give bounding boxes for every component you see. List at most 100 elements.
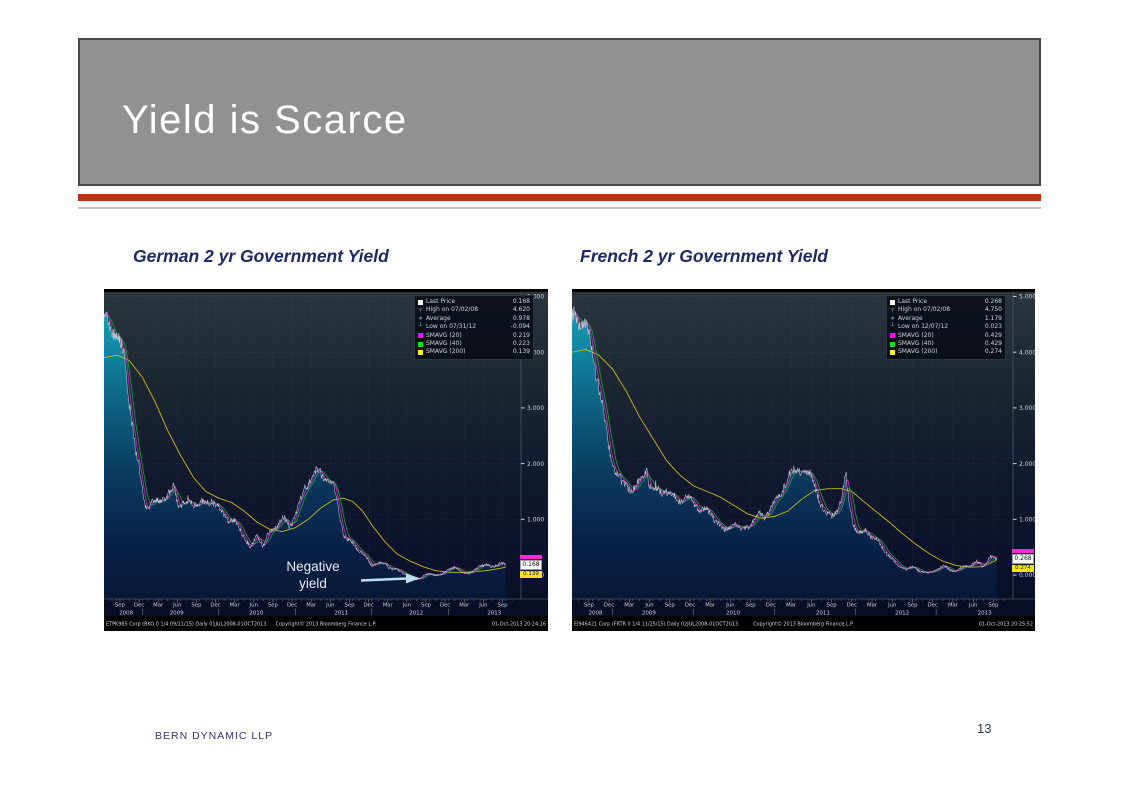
axis-label: 4.000: [527, 349, 544, 356]
axis-label: 2009: [170, 611, 184, 617]
last-price-value: 0.168: [520, 559, 542, 570]
axis-label: 2.000: [1019, 461, 1035, 468]
legend-row: SMAVG (40) 0.429: [890, 340, 1002, 348]
legend-value: 0.429: [984, 331, 1002, 339]
legend-value: 0.023: [984, 323, 1002, 331]
legend-value: 0.168: [512, 298, 530, 305]
legend-value: 1.179: [984, 314, 1002, 322]
axis-label: 2012: [409, 611, 423, 617]
last-price-badge: 0.168 0.139: [520, 554, 542, 578]
legend-swatch-icon: [418, 333, 423, 339]
last-price-value: 0.268: [1012, 554, 1034, 565]
legend-row: Last Price 0.168: [418, 298, 530, 306]
legend-row: ∗ Average 0.978: [418, 315, 530, 323]
axis-label: 3.000: [527, 405, 544, 412]
legend-value: 4.750: [984, 306, 1002, 314]
axis-label: 2011: [816, 611, 830, 617]
axis-label: Mar: [624, 603, 635, 609]
axis-label: 5.000: [1019, 294, 1035, 301]
legend-row: SMAVG (200) 0.139: [418, 348, 530, 356]
axis-label: Dec: [363, 603, 373, 609]
axis-label: Jun: [402, 603, 411, 609]
smavg200-marker: 0.139: [520, 570, 542, 578]
axis-label: 1.000: [1019, 517, 1035, 524]
ticker-description: EI946421 Corp (FRTR 0 1/4 11/25/15) Dail…: [574, 622, 738, 628]
legend-row: ∗ Average 1.179: [890, 315, 1002, 323]
axis-label: Sep: [497, 603, 508, 609]
legend-swatch-icon: [890, 299, 895, 305]
axis-label: Dec: [766, 603, 776, 609]
legend-swatch-icon: [890, 341, 895, 347]
low-marker-icon: ┴: [890, 323, 895, 331]
legend-label: SMAVG (20): [898, 331, 934, 339]
axis-label: Mar: [459, 603, 470, 609]
chart-plot: 5.000 4.000 3.000 2.000 1.000 0.000 Sep Dec Mar J…: [572, 292, 1035, 631]
legend-label: Last Price: [898, 298, 928, 305]
axis-label: Dec: [604, 603, 614, 609]
axis-label: Mar: [786, 603, 797, 609]
legend-value: 0.978: [512, 314, 530, 322]
legend-label: SMAVG (200): [426, 348, 466, 356]
axis-label: 2009: [642, 611, 656, 617]
slide-header: Yield is Scarce: [78, 38, 1041, 186]
smavg20-marker: [520, 554, 542, 559]
axis-label: Jun: [325, 603, 334, 609]
axis-label: 5.000: [527, 294, 544, 301]
legend-value: 0.139: [512, 348, 530, 356]
legend-value: 0.219: [512, 331, 530, 339]
high-marker-icon: ┬: [418, 306, 423, 314]
axis-label: Sep: [344, 603, 355, 609]
annotation-line2: yield: [299, 575, 327, 591]
axis-label: Dec: [287, 603, 297, 609]
axis-label: Dec: [440, 603, 450, 609]
chart-title-german: German 2 yr Government Yield: [133, 246, 389, 266]
axis-label: Sep: [908, 603, 919, 609]
axis-label: Jun: [806, 603, 815, 609]
legend-value: -0.094: [510, 323, 530, 331]
accent-rule-thin: [78, 207, 1041, 209]
axis-label: Mar: [383, 603, 394, 609]
chart-timestamp: 01-Oct-2013 20:25:52: [979, 622, 1033, 628]
legend-row: Last Price 0.268: [890, 298, 1002, 306]
chart-legend: Last Price 0.168 ┬ High on 07/02/08 4.620 ∗ Av…: [414, 295, 534, 360]
axis-label: Sep: [191, 603, 202, 609]
axis-label: 3.000: [1019, 405, 1035, 412]
legend-swatch-icon: [418, 299, 423, 305]
axis-label: 2008: [119, 611, 133, 617]
axis-label: 2013: [978, 611, 992, 617]
copyright-text: Copyright© 2013 Bloomberg Finance L.P.: [276, 621, 377, 628]
axis-label: 2010: [726, 611, 740, 617]
axis-label: 1.000: [527, 517, 544, 524]
accent-rule-thick: [78, 194, 1041, 201]
avg-marker-icon: ∗: [890, 314, 896, 322]
axis-label: Sep: [746, 603, 757, 609]
axis-label: 0.000: [1019, 572, 1035, 579]
axis-label: Sep: [115, 603, 126, 609]
axis-label: 2.000: [527, 461, 544, 468]
axis-label: Mar: [306, 603, 317, 609]
axis-label: Mar: [230, 603, 241, 609]
smavg200-marker: 0.274: [1012, 565, 1034, 573]
axis-label: Sep: [827, 603, 838, 609]
legend-swatch-icon: [418, 350, 423, 356]
legend-value: 0.268: [984, 298, 1002, 305]
axis-label: Jun: [725, 603, 734, 609]
annotation-line1: Negative: [286, 559, 340, 574]
legend-value: 0.223: [512, 340, 530, 348]
legend-label: Low on 07/31/12: [426, 323, 477, 331]
legend-label: High on 07/02/08: [898, 306, 951, 314]
slide-footer-company: BERN DYNAMIC LLP: [155, 730, 274, 742]
axis-label: Mar: [153, 603, 164, 609]
axis-label: Jun: [172, 603, 181, 609]
legend-label: High on 07/02/08: [426, 306, 479, 314]
chart-legend: Last Price 0.268 ┬ High on 07/02/08 4.750 ∗ Av…: [886, 295, 1006, 360]
page-number: 13: [977, 721, 992, 736]
legend-label: Average: [898, 314, 923, 322]
axis-label: Jun: [887, 603, 896, 609]
legend-label: SMAVG (200): [898, 348, 938, 356]
axis-label: Mar: [705, 603, 716, 609]
axis-label: Sep: [421, 603, 432, 609]
legend-label: Last Price: [426, 298, 456, 305]
legend-row: ┴ Low on 07/31/12 -0.094: [418, 323, 530, 331]
